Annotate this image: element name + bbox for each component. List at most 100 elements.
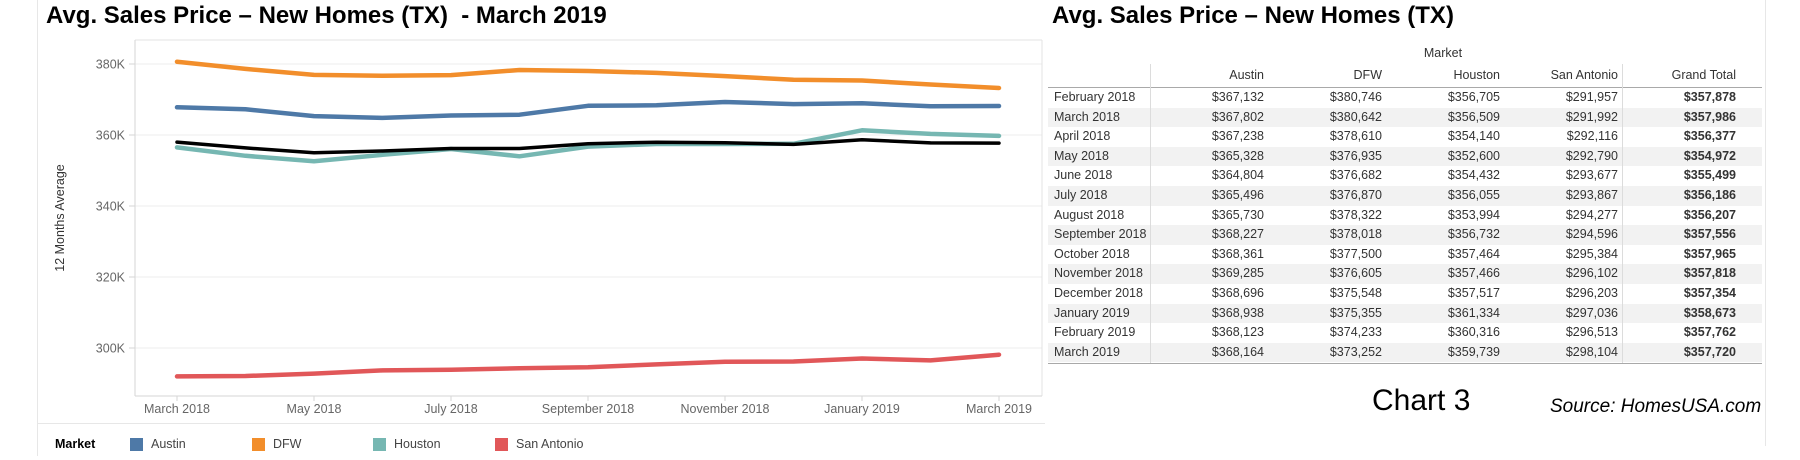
grand-total-cell: $358,673 xyxy=(1683,305,1736,320)
value-cell: $354,140 xyxy=(1447,129,1500,144)
value-cell: $296,102 xyxy=(1565,266,1618,281)
table-row-february-2019[interactable]: February 2019 $368,123 $374,233 $360,316 $29… xyxy=(1048,323,1762,343)
grand-total-cell: $357,818 xyxy=(1683,266,1736,281)
value-cell: $368,164 xyxy=(1211,344,1264,359)
grand-total-cell: $357,762 xyxy=(1683,325,1736,340)
row-header: September 2018 xyxy=(1054,227,1147,242)
value-cell: $368,696 xyxy=(1211,285,1264,300)
y-tick-label: 380K xyxy=(96,58,126,72)
table-row-september-2018[interactable]: September 2018 $368,227 $378,018 $356,732 $2… xyxy=(1048,225,1762,245)
table-row-january-2019[interactable]: January 2019 $368,938 $375,355 $361,334 $297… xyxy=(1048,303,1762,324)
value-cell: $369,285 xyxy=(1211,266,1264,281)
table-row-june-2018[interactable]: June 2018 $364,804 $376,682 $354,432 $293,67… xyxy=(1048,166,1762,186)
table-row-october-2018[interactable]: October 2018 $368,361 $377,500 $357,464 $295… xyxy=(1048,245,1762,265)
legend-title: Market xyxy=(55,437,96,451)
x-tick-label: July 2018 xyxy=(424,402,478,416)
table-dimension-header: Market xyxy=(1423,46,1463,60)
value-cell: $296,513 xyxy=(1565,325,1618,340)
value-cell: $291,992 xyxy=(1565,109,1618,124)
x-tick-label: March 2019 xyxy=(966,402,1032,416)
value-cell: $364,804 xyxy=(1211,168,1264,183)
grand-total-cell: $357,720 xyxy=(1683,344,1736,359)
legend-item-austin[interactable]: Austin xyxy=(130,436,186,452)
line-chart-canvas[interactable]: 300K 320K 340K 360K 380K March 2018 May 2018 Ju… xyxy=(0,0,1045,423)
legend-swatch-dfw xyxy=(252,437,265,451)
chart-number-label: Chart 3 xyxy=(1372,384,1471,417)
series-line-austin[interactable] xyxy=(174,99,1002,121)
column-header-grand-total[interactable]: Grand Total xyxy=(1671,68,1736,82)
grand-total-cell: $356,207 xyxy=(1683,207,1736,222)
grand-total-cell: $357,986 xyxy=(1683,109,1736,124)
value-cell: $368,938 xyxy=(1211,305,1264,320)
value-cell: $356,705 xyxy=(1447,90,1500,104)
grand-total-cell: $355,499 xyxy=(1683,168,1736,183)
chart-card-left-border xyxy=(37,0,38,456)
row-header: February 2018 xyxy=(1054,90,1136,104)
series-line-san-antonio[interactable] xyxy=(174,352,1002,379)
table-bottom-border xyxy=(1048,363,1762,364)
grand-total-cell: $354,972 xyxy=(1683,148,1736,163)
grand-total-cell: $356,377 xyxy=(1683,129,1736,144)
row-header: October 2018 xyxy=(1054,246,1130,261)
value-cell: $292,116 xyxy=(1566,129,1618,144)
row-header: August 2018 xyxy=(1054,207,1125,222)
table-row-december-2018[interactable]: December 2018 $368,696 $375,548 $357,517 $29… xyxy=(1048,284,1762,304)
value-cell: $376,870 xyxy=(1329,187,1382,202)
table-row-july-2018[interactable]: July 2018 $365,496 $376,870 $356,055 $293,86… xyxy=(1048,185,1762,206)
legend-swatch-san-antonio xyxy=(495,437,508,451)
source-label: Source: HomesUSA.com xyxy=(1550,396,1762,417)
x-tick-label: September 2018 xyxy=(542,402,634,416)
x-tick-label: January 2019 xyxy=(824,402,900,416)
grand-total-cell: $357,878 xyxy=(1683,90,1736,104)
row-header: May 2018 xyxy=(1054,148,1109,163)
legend-label: Houston xyxy=(394,437,441,451)
value-cell: $356,732 xyxy=(1447,227,1500,242)
series-line-dfw[interactable] xyxy=(174,59,1002,91)
value-cell: $368,123 xyxy=(1211,325,1264,340)
value-cell: $376,682 xyxy=(1329,168,1382,183)
legend-label: San Antonio xyxy=(516,437,584,451)
value-cell: $374,233 xyxy=(1329,325,1382,340)
column-header-dfw[interactable]: DFW xyxy=(1353,68,1382,82)
value-cell: $356,509 xyxy=(1447,109,1500,124)
y-axis-title: 12 Months Average xyxy=(53,164,67,272)
legend-item-san-antonio[interactable]: San Antonio xyxy=(495,436,583,452)
column-header-houston[interactable]: Houston xyxy=(1453,68,1500,82)
row-header: April 2018 xyxy=(1054,129,1111,144)
value-cell: $294,596 xyxy=(1565,227,1618,242)
table-row-may-2018[interactable]: May 2018 $365,328 $376,935 $352,600 $292,790… xyxy=(1048,146,1762,167)
table-row-november-2018[interactable]: November 2018 $369,285 $376,605 $357,466 $29… xyxy=(1048,264,1762,284)
value-cell: $367,238 xyxy=(1211,129,1264,144)
table-row-august-2018[interactable]: August 2018 $365,730 $378,322 $353,994 $294,… xyxy=(1048,206,1762,226)
value-cell: $293,867 xyxy=(1565,187,1618,202)
value-cell: $367,802 xyxy=(1211,109,1264,124)
value-cell: $357,464 xyxy=(1447,246,1500,261)
value-cell: $367,132 xyxy=(1211,90,1264,104)
table-row-march-2018[interactable]: March 2018 $367,802 $380,642 $356,509 $291,9… xyxy=(1048,107,1762,128)
value-cell: $365,496 xyxy=(1211,187,1264,202)
table-separator-rowlabels xyxy=(1150,64,1151,363)
row-header: February 2019 xyxy=(1054,325,1136,340)
value-cell: $373,252 xyxy=(1329,344,1382,359)
table-row-february-2018[interactable]: February 2018 $367,132 $380,746 $356,705 $29… xyxy=(1048,88,1762,108)
value-cell: $354,432 xyxy=(1447,168,1500,183)
table-row-march-2019[interactable]: March 2019 $368,164 $373,252 $359,739 $298,1… xyxy=(1048,342,1762,363)
series-line-houston[interactable] xyxy=(174,128,1002,164)
legend-swatch-austin xyxy=(130,437,143,451)
grand-total-cell: $357,965 xyxy=(1683,246,1736,261)
price-table: Market Austin DFW Houston San Antonio Grand … xyxy=(1048,0,1762,460)
value-cell: $360,316 xyxy=(1447,325,1500,340)
table-row-april-2018[interactable]: April 2018 $367,238 $378,610 $354,140 $292,1… xyxy=(1048,127,1762,147)
row-header: July 2018 xyxy=(1054,187,1108,202)
line-chart-title: Avg. Sales Price – New Homes (TX) - Marc… xyxy=(46,2,607,29)
column-header-austin[interactable]: Austin xyxy=(1229,68,1264,82)
series-line-grand-total[interactable] xyxy=(175,137,1001,155)
grand-total-cell: $357,354 xyxy=(1683,285,1736,300)
value-cell: $376,935 xyxy=(1329,148,1382,163)
value-cell: $380,746 xyxy=(1329,90,1382,104)
column-header-san-antonio[interactable]: San Antonio xyxy=(1550,68,1618,82)
legend-item-houston[interactable]: Houston xyxy=(373,436,441,452)
row-header: March 2019 xyxy=(1054,344,1121,359)
legend-item-dfw[interactable]: DFW xyxy=(252,436,301,452)
